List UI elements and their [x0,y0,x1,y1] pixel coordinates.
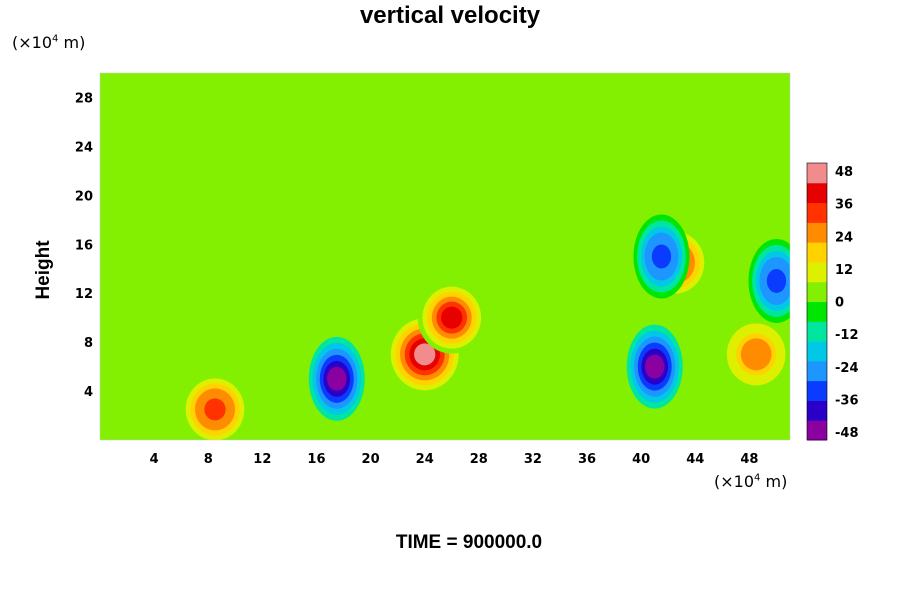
colorbar-tick-label: -24 [835,361,859,376]
x-tick-label: 48 [740,452,758,467]
x-tick-label: 8 [204,452,213,467]
colorbar-band [807,301,827,322]
x-tick-label: 12 [253,452,271,467]
colorbar-tick-label: 24 [835,230,853,245]
y-tick-label: 8 [84,336,93,351]
colorbar-band [807,321,827,342]
y-tick-label: 12 [75,287,93,302]
y-tick-label: 4 [84,385,93,400]
velocity-field [100,73,790,440]
y-unit-label: (×104 m) [12,33,86,52]
x-tick-label: 20 [362,452,380,467]
field-feature-0 [414,343,436,366]
field-feature-3 [645,354,665,379]
y-tick-label: 20 [75,189,93,204]
colorbar-band [807,261,827,283]
x-tick-label: 4 [150,452,159,467]
colorbar-tick-label: 0 [835,296,844,311]
colorbar-tick-label: -48 [835,426,859,441]
x-tick-label: 16 [307,452,325,467]
x-tick-label: 28 [470,452,488,467]
x-unit-label: (×104 m) [714,472,788,491]
x-axis-ticks: 4 8 12 16 20 24 28 32 36 40 44 48 [150,452,759,467]
colorbar-ticks: 48 36 24 12 0 -12 -24 -36 -48 [835,165,859,441]
colorbar-band [807,360,827,382]
colorbar-band [807,222,827,243]
colorbar-frame [806,162,828,441]
y-axis-ticks: 4 8 12 16 20 24 28 [75,91,93,400]
colorbar-band [807,182,827,204]
colorbar-band [807,242,827,263]
colorbar-band [807,202,827,223]
field-feature-2 [327,366,347,391]
x-tick-label: 40 [632,452,650,467]
chart-title: vertical velocity [359,2,541,29]
colorbar-band [807,420,827,441]
x-tick-label: 44 [686,452,704,467]
x-tick-label: 24 [416,452,434,467]
colorbar-band [807,163,827,184]
x-tick-label: 32 [524,452,542,467]
y-tick-label: 24 [75,140,93,155]
colorbar-band [807,400,827,421]
field-feature-8 [766,268,787,293]
x-tick-label: 36 [578,452,596,467]
colorbar-band [807,380,827,401]
colorbar-band [807,281,827,302]
y-tick-label: 16 [75,238,93,253]
time-annotation: TIME = 900000.0 [395,532,543,553]
colorbar-tick-label: -36 [835,393,859,408]
colorbar-band [807,341,827,362]
colorbar-tick-label: -12 [835,328,859,343]
plot-frame [99,72,791,441]
y-tick-label: 28 [75,91,93,106]
colorbar-tick-label: 36 [835,198,853,213]
field-feature-1 [441,306,463,329]
field-feature-7 [204,398,226,421]
field-feature-6 [651,244,672,269]
field-feature-4 [745,343,767,366]
colorbar-tick-label: 48 [835,165,853,180]
colorbar-tick-label: 12 [835,263,853,278]
colorbar [806,162,828,441]
